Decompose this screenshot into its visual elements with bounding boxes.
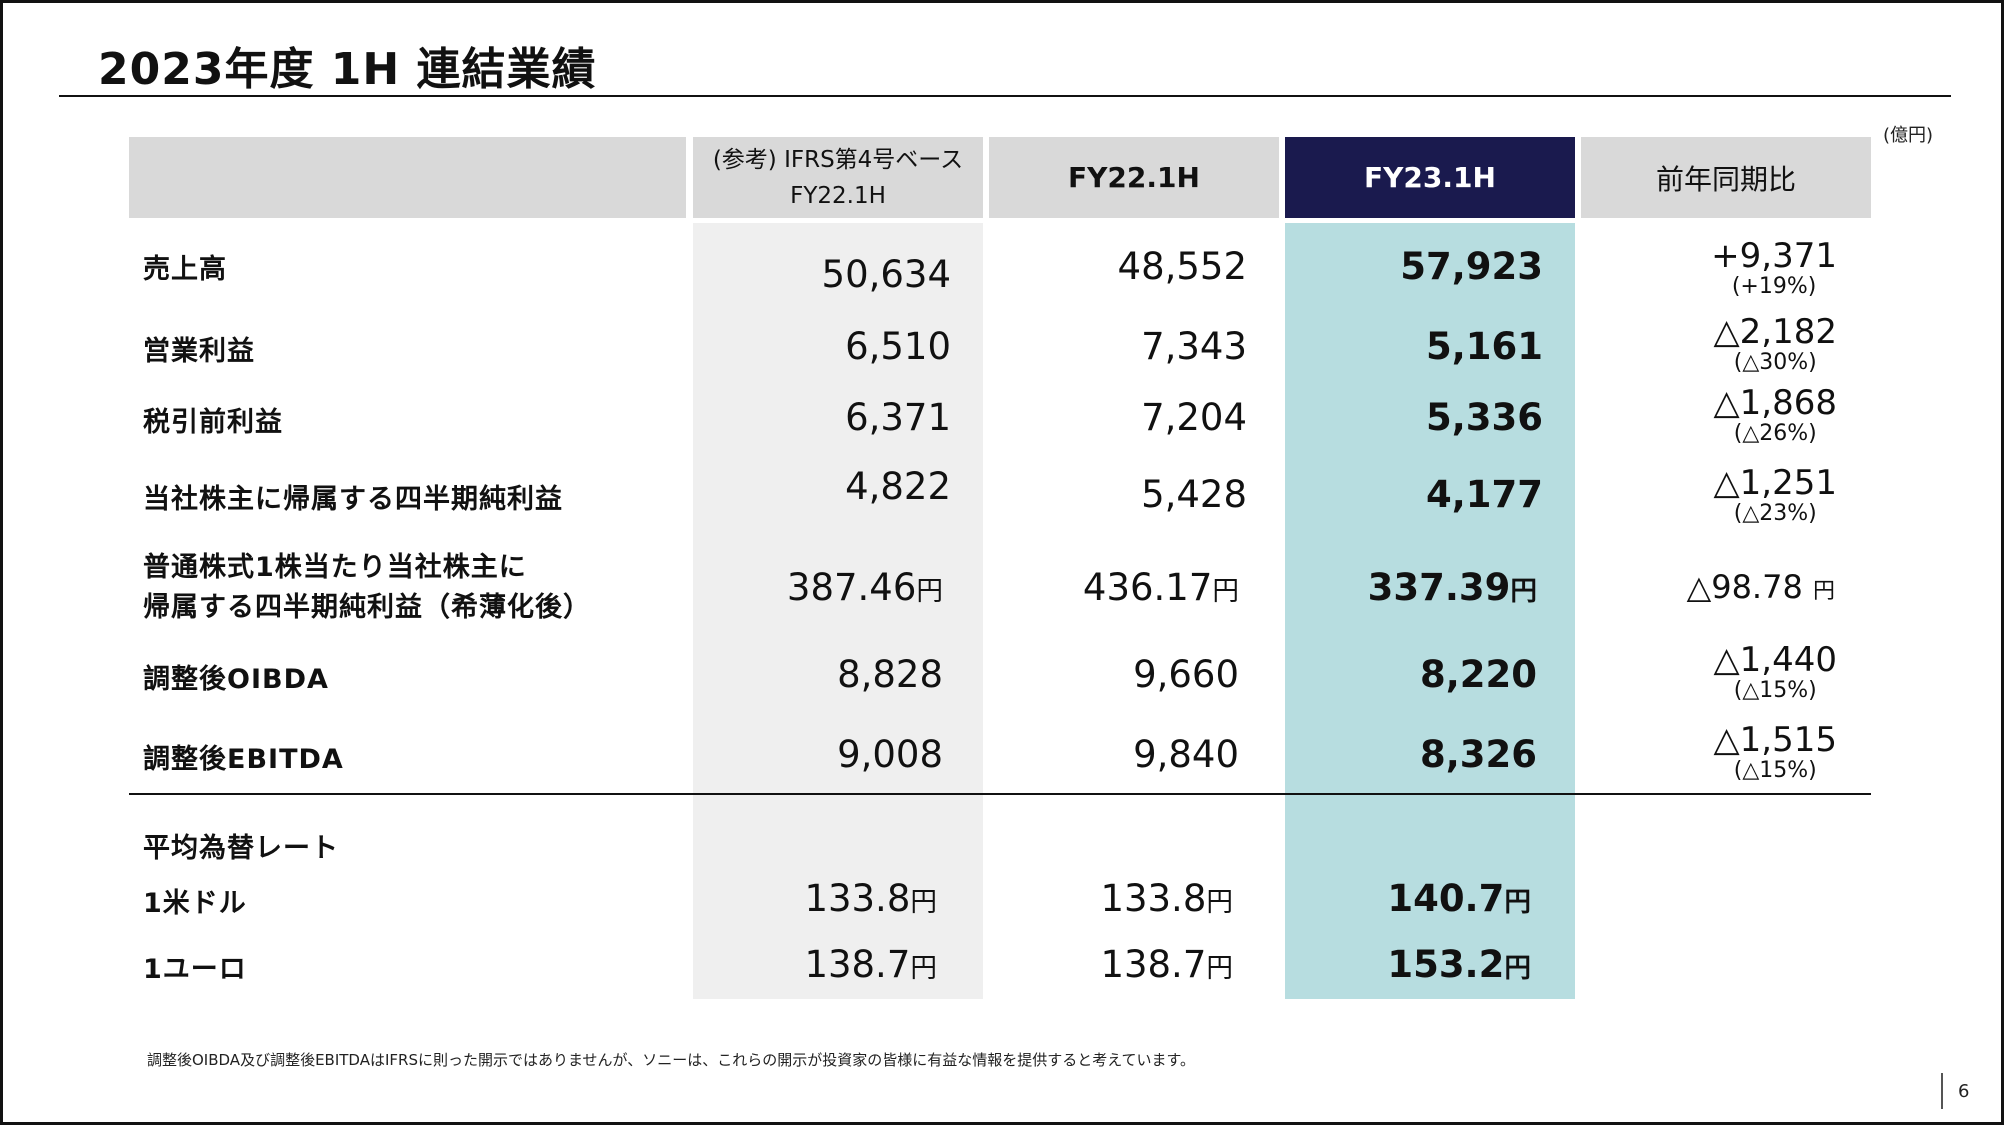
row-label: 普通株式1株当たり当社株主に 帰属する四半期純利益（希薄化後）	[143, 548, 591, 628]
row-label-line1: 普通株式1株当たり当社株主に	[143, 552, 527, 583]
value-fy22: 133.8円	[1100, 877, 1233, 920]
yen-unit: 円	[910, 887, 937, 918]
yoy-amount: △1,440	[1713, 640, 1837, 680]
yoy-amount: △1,868	[1713, 383, 1837, 423]
value-fy22: 9,840	[1133, 733, 1239, 776]
footnote: 調整後OIBDA及び調整後EBITDAはIFRSに則った開示ではありませんが、ソ…	[147, 1051, 1195, 1069]
page-number: 6	[1958, 1081, 1970, 1102]
value-fy22: 7,204	[1141, 396, 1247, 439]
yen-unit: 円	[1510, 576, 1537, 607]
unit-label: (億円)	[1883, 125, 1934, 146]
value-number: 140.7	[1387, 877, 1505, 920]
value-fy22: 5,428	[1141, 473, 1247, 516]
value-fy23: 5,161	[1425, 325, 1543, 368]
yoy-percent: (△23%)	[1733, 501, 1817, 526]
yoy-amount: △1,251	[1713, 463, 1837, 503]
value-number: 153.2	[1387, 943, 1505, 986]
yoy-amount: △1,515	[1713, 720, 1837, 760]
yoy-percent: (△30%)	[1733, 350, 1817, 375]
yen-unit: 円	[1812, 579, 1835, 604]
header-ifrs-line2: FY22.1H	[790, 182, 886, 209]
yen-unit: 円	[1206, 953, 1233, 984]
value-yoy: △1,868 (△26%)	[1714, 385, 1837, 447]
value-ifrs: 387.46円	[787, 566, 943, 609]
page-number-divider	[1941, 1073, 1943, 1109]
value-fy23: 337.39円	[1368, 566, 1537, 609]
title-divider	[59, 95, 1951, 97]
fx-eur-label: 1ユーロ	[143, 954, 247, 985]
row-label: 税引前利益	[143, 407, 283, 438]
header-fy22: FY22.1H	[989, 137, 1279, 218]
yoy-amount: +9,371	[1711, 236, 1837, 276]
value-number: 138.7	[804, 943, 911, 986]
value-number: 387.46	[786, 566, 917, 609]
value-ifrs: 133.8円	[804, 877, 937, 920]
row-label-line2: 帰属する四半期純利益（希薄化後）	[143, 592, 591, 623]
value-number: 436.17	[1082, 566, 1213, 609]
value-fy23: 140.7円	[1387, 877, 1531, 920]
value-number: 337.39	[1367, 566, 1511, 609]
yen-unit: 円	[1212, 576, 1239, 607]
value-yoy: +9,371 (+19%)	[1711, 238, 1837, 300]
header-label-cell	[129, 137, 686, 218]
row-label: 売上高	[143, 254, 227, 285]
value-ifrs: 6,371	[845, 396, 951, 439]
value-fy22: 138.7円	[1100, 943, 1233, 986]
value-yoy: △1,515 (△15%)	[1714, 722, 1837, 784]
row-label: 営業利益	[143, 336, 255, 367]
yen-unit: 円	[910, 953, 937, 984]
value-number: 138.7	[1100, 943, 1207, 986]
yen-unit: 円	[1206, 887, 1233, 918]
value-fy22: 48,552	[1117, 245, 1247, 288]
value-yoy: △2,182 (△30%)	[1714, 314, 1837, 376]
row-label: 調整後EBITDA	[143, 744, 344, 775]
value-fy23: 8,326	[1419, 733, 1537, 776]
ifrs-column-background	[693, 223, 983, 999]
header-yoy: 前年同期比	[1581, 137, 1871, 218]
yoy-percent: (△15%)	[1733, 758, 1817, 783]
yen-unit: 円	[1504, 953, 1531, 984]
value-fy22: 436.17円	[1083, 566, 1239, 609]
row-label: 調整後OIBDA	[143, 664, 329, 695]
value-ifrs: 50,634	[821, 253, 951, 296]
value-fy22: 9,660	[1133, 653, 1239, 696]
value-fy23: 4,177	[1425, 473, 1543, 516]
value-number: 133.8	[1100, 877, 1207, 920]
value-ifrs: 9,008	[837, 733, 943, 776]
value-fy23: 5,336	[1425, 396, 1543, 439]
value-fy23: 57,923	[1400, 245, 1543, 288]
yoy-percent: (+19%)	[1731, 274, 1817, 299]
header-ifrs: (参考) IFRS第4号ベース FY22.1H	[693, 137, 983, 218]
value-fy23: 8,220	[1419, 653, 1537, 696]
value-fy23: 153.2円	[1387, 943, 1531, 986]
value-ifrs: 6,510	[845, 325, 951, 368]
value-ifrs: 8,828	[837, 653, 943, 696]
value-yoy: △98.78 円	[1687, 568, 1835, 606]
page-title: 2023年度 1H 連結業績	[98, 44, 597, 95]
yen-unit: 円	[916, 576, 943, 607]
value-yoy: △1,251 (△23%)	[1714, 465, 1837, 527]
yoy-amount: △98.78	[1686, 568, 1803, 606]
header-ifrs-line1: (参考) IFRS第4号ベース	[712, 146, 964, 173]
fx-heading: 平均為替レート	[143, 833, 339, 864]
value-number: 133.8	[804, 877, 911, 920]
value-fy22: 7,343	[1141, 325, 1247, 368]
yoy-amount: △2,182	[1713, 312, 1837, 352]
fy23-column-background	[1285, 223, 1575, 999]
fx-usd-label: 1米ドル	[143, 888, 247, 919]
yoy-percent: (△15%)	[1733, 678, 1817, 703]
value-yoy: △1,440 (△15%)	[1714, 642, 1837, 704]
value-ifrs: 138.7円	[804, 943, 937, 986]
table-divider	[129, 793, 1871, 795]
yen-unit: 円	[1504, 887, 1531, 918]
row-label: 当社株主に帰属する四半期純利益	[143, 484, 563, 515]
value-ifrs: 4,822	[845, 465, 951, 508]
yoy-percent: (△26%)	[1733, 421, 1817, 446]
header-fy23: FY23.1H	[1285, 137, 1575, 218]
